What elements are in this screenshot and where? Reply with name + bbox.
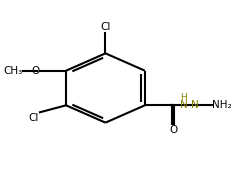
Text: N: N	[180, 100, 187, 110]
Text: N: N	[191, 100, 199, 110]
Text: Cl: Cl	[100, 22, 111, 32]
Text: O: O	[169, 125, 177, 135]
Text: NH₂: NH₂	[212, 100, 232, 110]
Text: Cl: Cl	[28, 113, 39, 123]
Text: H: H	[180, 93, 187, 102]
Text: O: O	[32, 66, 40, 76]
Text: CH₃: CH₃	[3, 66, 22, 76]
